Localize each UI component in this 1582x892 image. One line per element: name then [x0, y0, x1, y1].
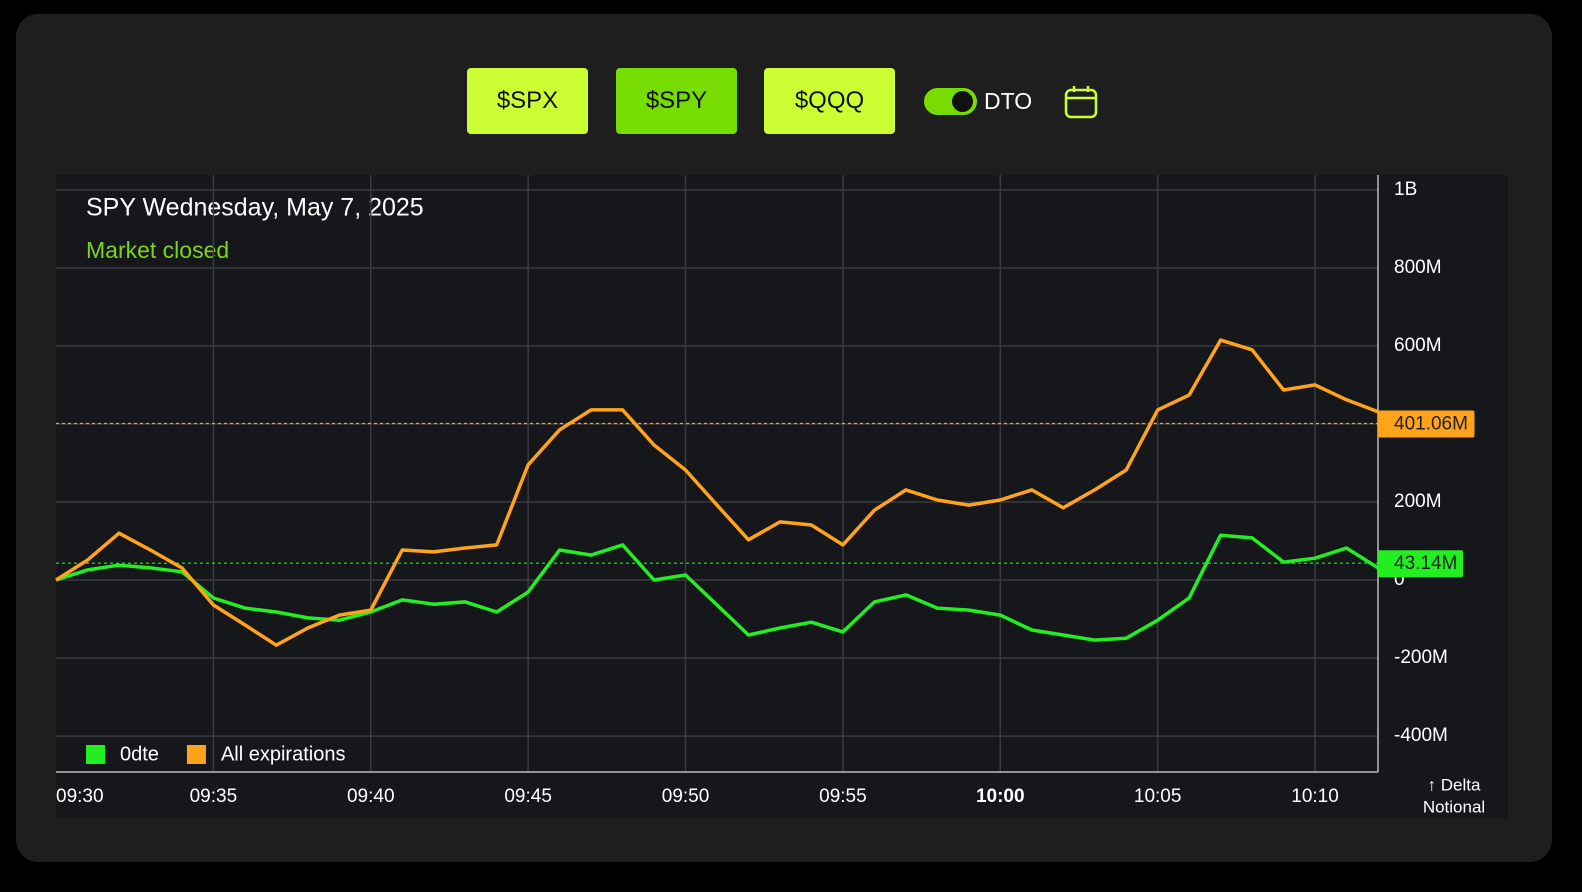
y-tick-label: 1B [1394, 179, 1417, 200]
series-line [55, 533, 1379, 642]
ticker-button[interactable]: $SPY [616, 68, 737, 134]
x-tick-label: 10:05 [1134, 786, 1182, 807]
y-tick-label: -200M [1394, 647, 1448, 668]
toggle-label: DTO [984, 88, 1033, 114]
ticker-button[interactable]: $SPX [467, 68, 588, 134]
y-tick-label: 200M [1394, 491, 1442, 512]
ticker-button[interactable]: $QQQ [764, 68, 895, 134]
y-tick-label: 600M [1394, 335, 1442, 356]
x-tick-label: 09:45 [504, 786, 552, 807]
x-tick-label: 10:00 [976, 786, 1025, 807]
last-value-label: 43.14M [1394, 553, 1457, 574]
y-tick-label: 800M [1394, 257, 1442, 278]
legend-swatch [86, 745, 105, 764]
legend-label: All expirations [221, 743, 346, 765]
chart-title: SPY Wednesday, May 7, 2025 [86, 194, 424, 222]
x-tick-label: 09:30 [56, 786, 104, 807]
x-tick-label: 09:55 [819, 786, 867, 807]
x-tick-label: 10:10 [1291, 786, 1339, 807]
y-axis-label: Notional [1423, 797, 1485, 816]
legend-swatch [186, 745, 206, 764]
chart-subtitle: Market closed [86, 237, 229, 263]
last-value-tag: 43.14M [1378, 550, 1463, 578]
last-value-label: 401.06M [1394, 414, 1468, 435]
last-value-box [1378, 410, 1475, 438]
last-value-box [1378, 550, 1463, 578]
last-value-tag: 401.06M [1378, 410, 1475, 438]
y-tick-label: 0 [1394, 569, 1405, 590]
x-tick-label: 09:50 [662, 786, 710, 807]
series-line [55, 338, 1379, 647]
y-tick-label: -400M [1394, 725, 1448, 746]
x-tick-label: 09:35 [190, 786, 238, 807]
x-tick-label: 09:40 [347, 786, 395, 807]
y-axis-label: ↑ Delta [1428, 775, 1481, 794]
toggle[interactable] [924, 88, 977, 115]
legend-label: 0dte [120, 743, 159, 765]
chart-background [56, 175, 1508, 818]
calendar-icon[interactable] [1064, 85, 1098, 119]
